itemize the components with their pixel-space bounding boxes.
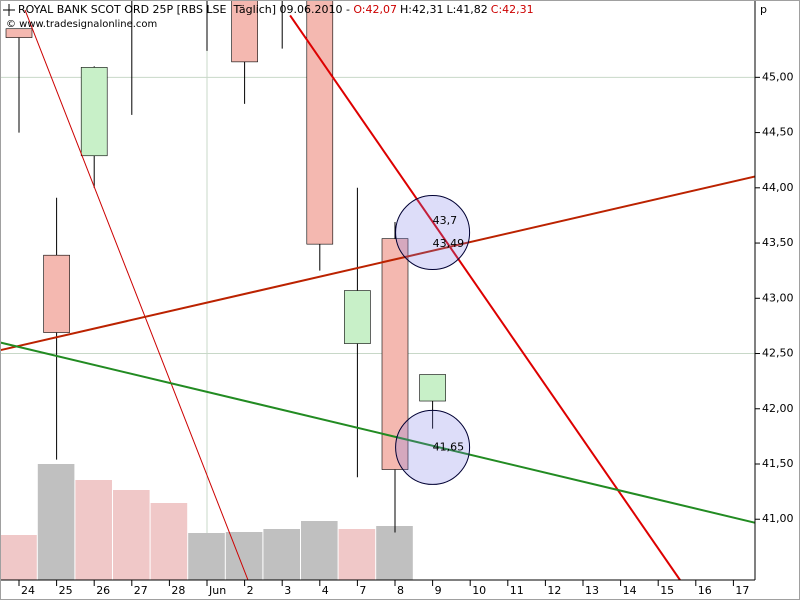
- y-tick-label: 43,50: [762, 236, 794, 249]
- x-tick-label: 26: [96, 584, 110, 597]
- ohlc-label: H:42,31: [400, 3, 443, 16]
- volume-bar: [37, 464, 75, 580]
- x-tick-label: Jun: [208, 584, 226, 597]
- candle-body: [419, 374, 446, 402]
- volume-bar: [75, 480, 112, 580]
- plot-area: 43,7 43,49 41,65: [0, 0, 755, 580]
- trend-line: [0, 341, 755, 524]
- volume-bar: [188, 533, 225, 580]
- x-tick-label: 7: [359, 584, 366, 597]
- x-tick-label: 8: [397, 584, 404, 597]
- chart-title: ROYAL BANK SCOT ORD 25P [RBS LSE Täglich…: [18, 3, 534, 16]
- x-tick-label: 12: [547, 584, 561, 597]
- candle-body: [5, 28, 33, 38]
- annotation-label: 41,65: [433, 440, 465, 453]
- annotation-label: 43,49: [433, 237, 465, 250]
- ohlc-label: C:42,31: [491, 3, 534, 16]
- x-tick-label: 25: [59, 584, 73, 597]
- volume-bar: [225, 532, 263, 580]
- y-tick-label: 44,50: [762, 126, 794, 139]
- unit-label: p: [760, 3, 767, 16]
- y-tick-label: 43,00: [762, 291, 794, 304]
- x-tick-label: 11: [510, 584, 524, 597]
- trend-line: [289, 14, 681, 580]
- x-tick-label: 16: [698, 584, 712, 597]
- candle-body: [231, 0, 258, 63]
- volume-bar: [301, 521, 338, 580]
- candle-body: [43, 254, 70, 333]
- ohlc-label: O:42,07: [353, 3, 397, 16]
- y-tick-label: 45,00: [762, 70, 794, 83]
- source: © www.tradesignalonline.com: [6, 19, 157, 30]
- annotation-circle: [395, 409, 471, 485]
- candle-body: [80, 67, 108, 157]
- y-tick-label: 44,00: [762, 181, 794, 194]
- trend-line: [0, 175, 755, 352]
- annotation-label: 43,7: [433, 214, 458, 227]
- title-icon: [3, 4, 15, 16]
- y-tick-label: 41,50: [762, 457, 794, 470]
- annotation-circle: [395, 195, 471, 271]
- candle-body: [306, 0, 334, 245]
- x-tick-label: 9: [435, 584, 442, 597]
- x-tick-label: 24: [21, 584, 35, 597]
- volume-bar: [150, 503, 188, 580]
- y-tick-label: 42,00: [762, 402, 794, 415]
- candle-body: [344, 290, 371, 344]
- x-tick-label: 4: [322, 584, 329, 597]
- volume-bar: [376, 526, 413, 580]
- candle-body: [381, 238, 409, 470]
- title: ROYAL BANK SCOT ORD 25P [RBS LSE Täglich…: [18, 3, 350, 16]
- volume-bar: [0, 535, 37, 580]
- y-tick-label: 41,00: [762, 512, 794, 525]
- volume-bar: [113, 490, 150, 580]
- y-tick-label: 42,50: [762, 347, 794, 360]
- x-tick-label: 17: [735, 584, 749, 597]
- volume-bar: [263, 529, 300, 580]
- x-tick-label: 28: [171, 584, 185, 597]
- x-tick-label: 13: [585, 584, 599, 597]
- x-tick-label: 10: [472, 584, 486, 597]
- x-tick-label: 3: [284, 584, 291, 597]
- ohlc-label: L:41,82: [446, 3, 487, 16]
- x-tick-label: 14: [623, 584, 637, 597]
- x-tick-label: 2: [247, 584, 254, 597]
- trend-line: [24, 9, 249, 580]
- x-tick-label: 15: [660, 584, 674, 597]
- volume-bar: [338, 529, 376, 580]
- x-tick-label: 27: [134, 584, 148, 597]
